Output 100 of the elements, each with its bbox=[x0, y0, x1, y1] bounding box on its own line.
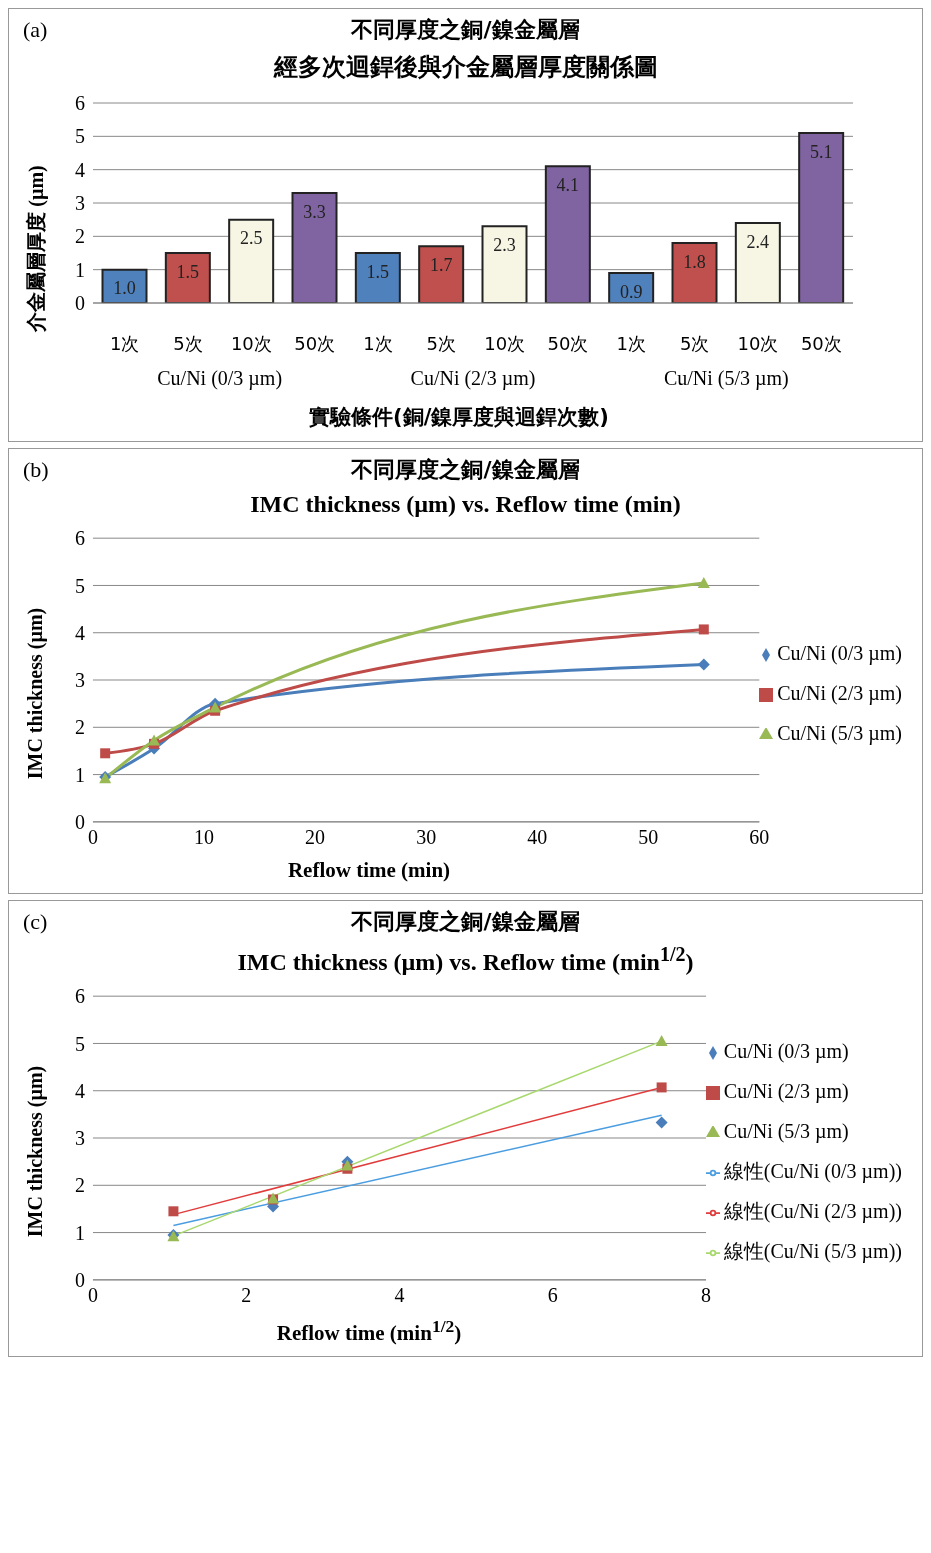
legend-label: 線性(Cu/Ni (2/3 µm)) bbox=[723, 1200, 902, 1222]
bar bbox=[544, 165, 591, 303]
y-tick-label: 0 bbox=[74, 1268, 85, 1291]
y-tick-label: 3 bbox=[74, 669, 85, 692]
y-tick-label: 3 bbox=[74, 1127, 85, 1150]
data-label: 4.1 bbox=[556, 175, 580, 196]
data-label: 0.9 bbox=[619, 281, 643, 302]
y-tick-label: 2 bbox=[74, 1174, 85, 1197]
x-tick-label: 30 bbox=[416, 826, 437, 849]
y-tick-label: 5 bbox=[74, 574, 85, 597]
bar bbox=[228, 218, 275, 303]
chart-subtitle: IMC thickness (µm) vs. Reflow time (min) bbox=[249, 491, 682, 518]
legend-label: Cu/Ni (0/3 µm) bbox=[723, 1040, 849, 1062]
data-label: 1.0 bbox=[113, 278, 136, 299]
y-tick-label: 2 bbox=[75, 225, 85, 248]
y-tick-label: 1 bbox=[75, 258, 85, 281]
x-tick-label: 20 bbox=[305, 826, 326, 849]
y-axis-title: IMC thickness (µm) bbox=[24, 1065, 48, 1237]
text: (a) bbox=[23, 17, 48, 43]
y-tick-label: 4 bbox=[74, 1079, 85, 1102]
data-label: 1.8 bbox=[683, 251, 706, 272]
bar bbox=[734, 222, 781, 303]
bar bbox=[418, 245, 465, 303]
data-label: 2.4 bbox=[746, 231, 770, 252]
data-label: 3.3 bbox=[303, 201, 326, 222]
x-tick-label: 5次 bbox=[173, 332, 203, 354]
y-tick-label: 6 bbox=[74, 527, 85, 550]
x-tick-label: 8 bbox=[701, 1284, 712, 1307]
y-axis-title: IMC thickness (µm) bbox=[24, 607, 48, 779]
y-tick-label: 0 bbox=[74, 810, 85, 833]
bar bbox=[291, 192, 338, 303]
y-tick-label: 1 bbox=[74, 1221, 85, 1244]
data-label: 5.1 bbox=[809, 141, 833, 162]
point bbox=[697, 577, 710, 589]
text: Cu/Ni (0/3 µm) bbox=[156, 367, 284, 390]
data-label: 2.3 bbox=[493, 235, 516, 256]
x-tick-label: 10次 bbox=[484, 332, 526, 354]
bar bbox=[164, 252, 211, 303]
y-tick-label: 4 bbox=[74, 621, 85, 644]
y-axis-title: 介金屬層厚度 (µm) bbox=[23, 164, 49, 332]
point bbox=[148, 734, 161, 746]
chart-title: 不同厚度之銅/鎳金屬層 bbox=[351, 457, 580, 482]
text: Cu/Ni (2/3 µm) bbox=[409, 367, 537, 390]
y-tick-label: 5 bbox=[75, 125, 85, 148]
point bbox=[656, 1082, 667, 1093]
legend-label: Cu/Ni (2/3 µm) bbox=[777, 682, 902, 704]
point bbox=[697, 658, 710, 671]
text: (c) bbox=[23, 909, 48, 935]
bar bbox=[481, 225, 528, 303]
x-tick-label: 6 bbox=[547, 1284, 558, 1307]
x-tick-label: 4 bbox=[394, 1284, 405, 1307]
text: Cu/Ni (5/3 µm) bbox=[662, 367, 790, 390]
chart-title: 不同厚度之銅/鎳金屬層 bbox=[351, 17, 580, 42]
point bbox=[209, 701, 222, 713]
chart-subtitle: 經多次迴銲後與介金屬層厚度關係圖 bbox=[272, 52, 659, 83]
x-tick-label: 1次 bbox=[109, 332, 140, 354]
legend-label: Cu/Ni (5/3 µm) bbox=[777, 722, 902, 744]
x-tick-label: 10 bbox=[194, 826, 215, 849]
legend-label: Cu/Ni (0/3 µm) bbox=[777, 642, 902, 664]
y-tick-label: 5 bbox=[74, 1032, 85, 1055]
bar bbox=[671, 242, 718, 303]
point bbox=[100, 748, 111, 759]
legend-label: Cu/Ni (5/3 µm) bbox=[723, 1120, 849, 1142]
point bbox=[655, 1035, 668, 1047]
x-tick-label: 5次 bbox=[679, 332, 710, 354]
data-label: 2.5 bbox=[239, 228, 263, 249]
text: (b) bbox=[23, 457, 49, 483]
y-tick-label: 6 bbox=[74, 985, 85, 1008]
bar bbox=[798, 132, 845, 303]
x-tick-label: 5次 bbox=[426, 332, 457, 354]
x-axis-title: Reflow time (min$^{1/2}$) bbox=[275, 1316, 463, 1346]
point bbox=[698, 624, 709, 635]
point bbox=[655, 1116, 668, 1129]
y-tick-label: 4 bbox=[75, 158, 85, 181]
x-tick-label: 50 bbox=[638, 826, 659, 849]
data-label: 1.5 bbox=[176, 261, 200, 282]
x-tick-label: 60 bbox=[749, 826, 770, 849]
data-label: 1.7 bbox=[429, 255, 453, 276]
point bbox=[341, 1159, 354, 1171]
x-tick-label: 10次 bbox=[737, 332, 779, 354]
chart-subtitle: IMC thickness (µm) vs. Reflow time (min$^{1/2}$) bbox=[236, 943, 695, 976]
y-tick-label: 0 bbox=[75, 292, 85, 315]
x-axis-title: 實驗條件(銅/鎳厚度與迴銲次數) bbox=[308, 404, 610, 431]
data-label: 1.5 bbox=[366, 261, 390, 282]
x-axis-title: Reflow time (min) bbox=[286, 858, 452, 883]
point bbox=[168, 1206, 179, 1217]
y-tick-label: 1 bbox=[74, 763, 85, 786]
legend-label: Cu/Ni (2/3 µm) bbox=[723, 1080, 849, 1102]
x-tick-label: 10次 bbox=[230, 332, 272, 354]
chart-title: 不同厚度之銅/鎳金屬層 bbox=[351, 909, 580, 934]
x-tick-label: 2 bbox=[241, 1284, 252, 1307]
x-tick-label: 1次 bbox=[363, 332, 393, 354]
x-tick-label: 50次 bbox=[294, 332, 336, 354]
x-tick-label: 1次 bbox=[616, 332, 647, 354]
y-tick-label: 6 bbox=[75, 92, 85, 115]
bar bbox=[354, 252, 401, 303]
legend-label: 線性(Cu/Ni (0/3 µm)) bbox=[723, 1160, 902, 1182]
x-tick-label: 50次 bbox=[800, 332, 842, 354]
x-tick-label: 50次 bbox=[547, 332, 589, 354]
y-tick-label: 3 bbox=[75, 192, 85, 215]
